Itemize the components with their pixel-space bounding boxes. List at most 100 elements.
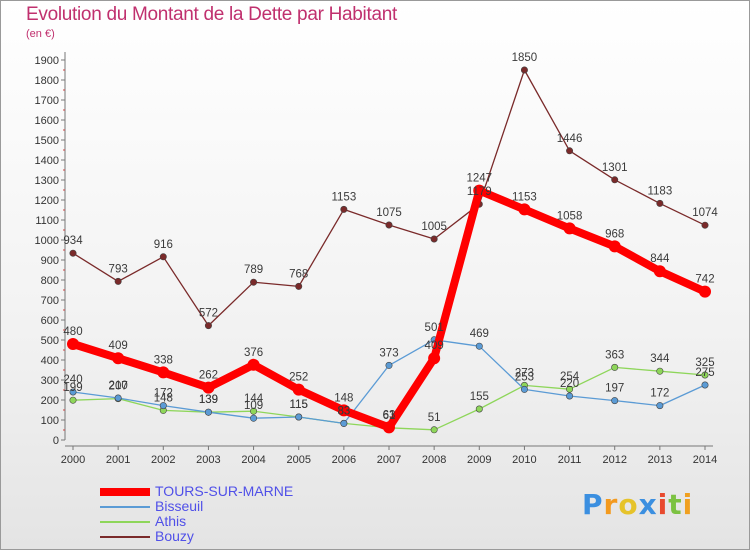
data-label: 1183 bbox=[647, 185, 672, 197]
legend-swatch bbox=[100, 488, 150, 496]
data-point bbox=[611, 176, 619, 184]
chart-title: Evolution du Montant de la Dette par Hab… bbox=[26, 4, 397, 25]
data-label: 338 bbox=[154, 354, 173, 366]
legend-label: Bouzy bbox=[155, 528, 194, 544]
legend-item: Bisseuil bbox=[100, 498, 360, 514]
data-label: 51 bbox=[428, 412, 441, 424]
data-label: 1179 bbox=[467, 186, 492, 198]
y-tick-label: 100 bbox=[41, 415, 59, 427]
data-point bbox=[566, 385, 574, 393]
x-tick-label: 2012 bbox=[602, 454, 626, 466]
data-label: 210 bbox=[109, 380, 128, 392]
chart-unit: (en €) bbox=[26, 28, 55, 40]
y-tick-label: 1200 bbox=[35, 195, 59, 207]
x-tick-label: 2013 bbox=[648, 454, 672, 466]
y-tick-label: 400 bbox=[41, 355, 59, 367]
y-tick-label: 1700 bbox=[35, 95, 59, 107]
data-label: 1153 bbox=[331, 191, 356, 203]
y-tick-label: 800 bbox=[41, 275, 59, 287]
data-point bbox=[247, 358, 260, 371]
data-label: 844 bbox=[650, 253, 670, 265]
data-label: 409 bbox=[109, 340, 128, 352]
x-tick-label: 2004 bbox=[241, 454, 265, 466]
data-point bbox=[428, 352, 441, 365]
legend-swatch bbox=[100, 506, 150, 508]
data-point bbox=[159, 402, 167, 410]
data-label: 789 bbox=[244, 264, 263, 276]
legend-label: Bisseuil bbox=[155, 498, 204, 514]
data-label: 262 bbox=[199, 370, 218, 382]
legend-swatch bbox=[100, 536, 150, 538]
x-tick-label: 2003 bbox=[196, 454, 220, 466]
data-point bbox=[340, 419, 348, 427]
y-tick-label: 700 bbox=[41, 295, 59, 307]
data-point bbox=[69, 249, 77, 257]
data-label: 1058 bbox=[557, 210, 583, 222]
y-tick-label: 0 bbox=[53, 435, 59, 447]
data-point bbox=[295, 413, 303, 421]
data-point bbox=[653, 265, 666, 278]
data-point bbox=[385, 221, 393, 229]
data-label: 144 bbox=[244, 393, 264, 405]
data-label: 325 bbox=[695, 357, 714, 369]
data-point bbox=[566, 147, 574, 155]
data-label: 409 bbox=[425, 340, 444, 352]
data-point bbox=[383, 421, 395, 434]
data-point bbox=[250, 278, 258, 286]
data-label: 363 bbox=[605, 349, 624, 361]
data-point bbox=[69, 388, 77, 396]
logo-letter: r bbox=[603, 488, 619, 521]
data-point bbox=[518, 203, 531, 216]
y-tick-label: 1600 bbox=[35, 115, 59, 127]
x-tick-label: 2008 bbox=[422, 454, 446, 466]
data-label: 199 bbox=[63, 382, 82, 394]
data-label: 207 bbox=[109, 381, 128, 393]
y-tick-label: 1100 bbox=[35, 215, 59, 227]
data-label: 1075 bbox=[376, 207, 402, 219]
legend-label: TOURS-SUR-MARNE bbox=[155, 483, 294, 499]
data-point bbox=[114, 394, 122, 402]
x-tick-label: 2011 bbox=[558, 454, 582, 466]
logo-letter: i bbox=[657, 488, 669, 521]
data-point bbox=[114, 277, 122, 285]
logo-letter: P bbox=[582, 488, 604, 521]
data-label: 148 bbox=[334, 392, 353, 404]
series-line-3 bbox=[72, 69, 706, 327]
y-tick-label: 500 bbox=[41, 335, 59, 347]
data-point bbox=[112, 352, 125, 365]
proxiti-logo: Proxiti bbox=[582, 488, 693, 521]
data-label: 934 bbox=[63, 235, 83, 247]
data-label: 1153 bbox=[512, 191, 537, 203]
y-tick-label: 1400 bbox=[35, 155, 59, 167]
logo-letter: x bbox=[638, 488, 658, 521]
data-label: 109 bbox=[244, 400, 263, 412]
data-label: 916 bbox=[154, 239, 173, 251]
y-tick-label: 1900 bbox=[35, 55, 59, 67]
data-point bbox=[204, 408, 212, 416]
data-point bbox=[701, 221, 709, 229]
data-point bbox=[69, 396, 77, 404]
data-label: 275 bbox=[695, 367, 714, 379]
data-label: 1074 bbox=[692, 207, 718, 219]
y-tick-label: 200 bbox=[41, 395, 59, 407]
data-point bbox=[202, 381, 215, 394]
data-label: 376 bbox=[244, 347, 263, 359]
data-label: 373 bbox=[379, 347, 398, 359]
data-point bbox=[563, 222, 576, 235]
data-point bbox=[430, 235, 438, 243]
data-label: 1850 bbox=[512, 52, 538, 64]
data-point bbox=[67, 338, 79, 350]
data-label: 968 bbox=[605, 228, 624, 240]
data-point bbox=[295, 282, 303, 290]
data-point bbox=[250, 407, 258, 415]
legend-label: Athis bbox=[155, 513, 187, 529]
data-point bbox=[475, 405, 483, 413]
data-label: 252 bbox=[289, 372, 308, 384]
data-point bbox=[385, 361, 393, 369]
y-tick-label: 1500 bbox=[35, 135, 59, 147]
data-label: 172 bbox=[154, 388, 173, 400]
data-label: 793 bbox=[109, 263, 128, 275]
data-label: 115 bbox=[290, 399, 308, 411]
data-label: 1446 bbox=[557, 133, 583, 145]
